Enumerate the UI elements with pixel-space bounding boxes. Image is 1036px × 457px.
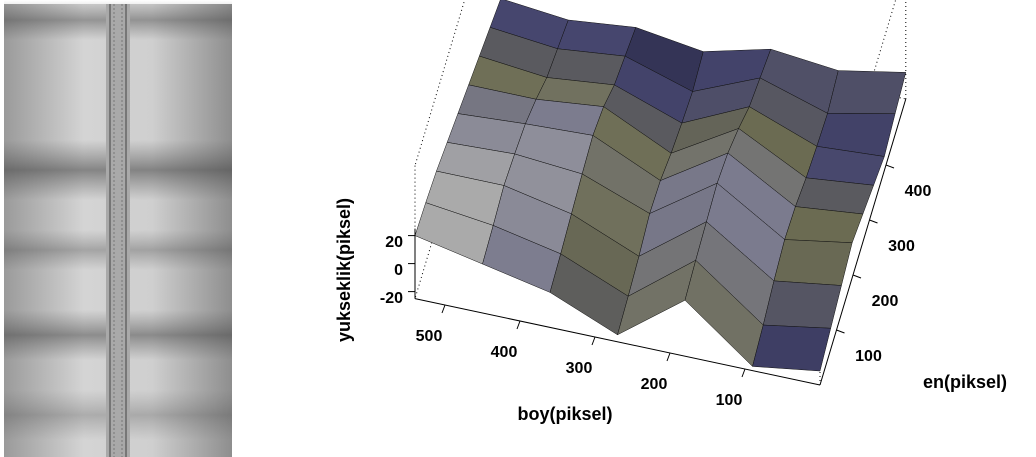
x-tick [442,305,445,313]
y-tick-label: 100 [855,348,882,365]
y-tick [870,220,878,223]
surface-plot: 100 200 300 400 500 100 200 300 400 -20 0 20 [380,0,932,409]
y-tick [886,165,894,168]
surface-patch [774,240,852,286]
z-tick-label: -20 [380,290,403,307]
y-tick [837,330,845,333]
x-tick-label: 500 [416,328,443,345]
y-axis-title: en(piksel) [923,372,1007,392]
y-tick-label: 200 [872,293,899,310]
figure: 100 200 300 400 500 100 200 300 400 -20 0 20 boy(pi… [0,0,1036,457]
z-axis-title: yukseklik(piksel) [334,198,354,342]
z-tick-label: 20 [385,234,403,251]
z-tick-label: 0 [394,262,403,279]
x-tick [517,321,520,329]
x-tick-label: 200 [641,376,668,393]
page: 100 200 300 400 500 100 200 300 400 -20 0 20 boy(pi… [0,0,1036,457]
y-tick [853,275,861,278]
x-tick [667,353,670,361]
surface-patch [753,325,831,371]
surface-patch [763,281,841,328]
fabric-photo [4,0,232,457]
x-axis-title: boy(piksel) [517,404,612,424]
x-tick [592,337,595,345]
x-tick-label: 100 [716,392,743,409]
x-tick-label: 300 [566,360,593,377]
y-tick-label: 300 [888,238,915,255]
surface-patch [828,71,906,114]
x-tick [742,369,745,377]
x-tick-label: 400 [491,344,518,361]
y-tick-label: 400 [905,183,932,200]
